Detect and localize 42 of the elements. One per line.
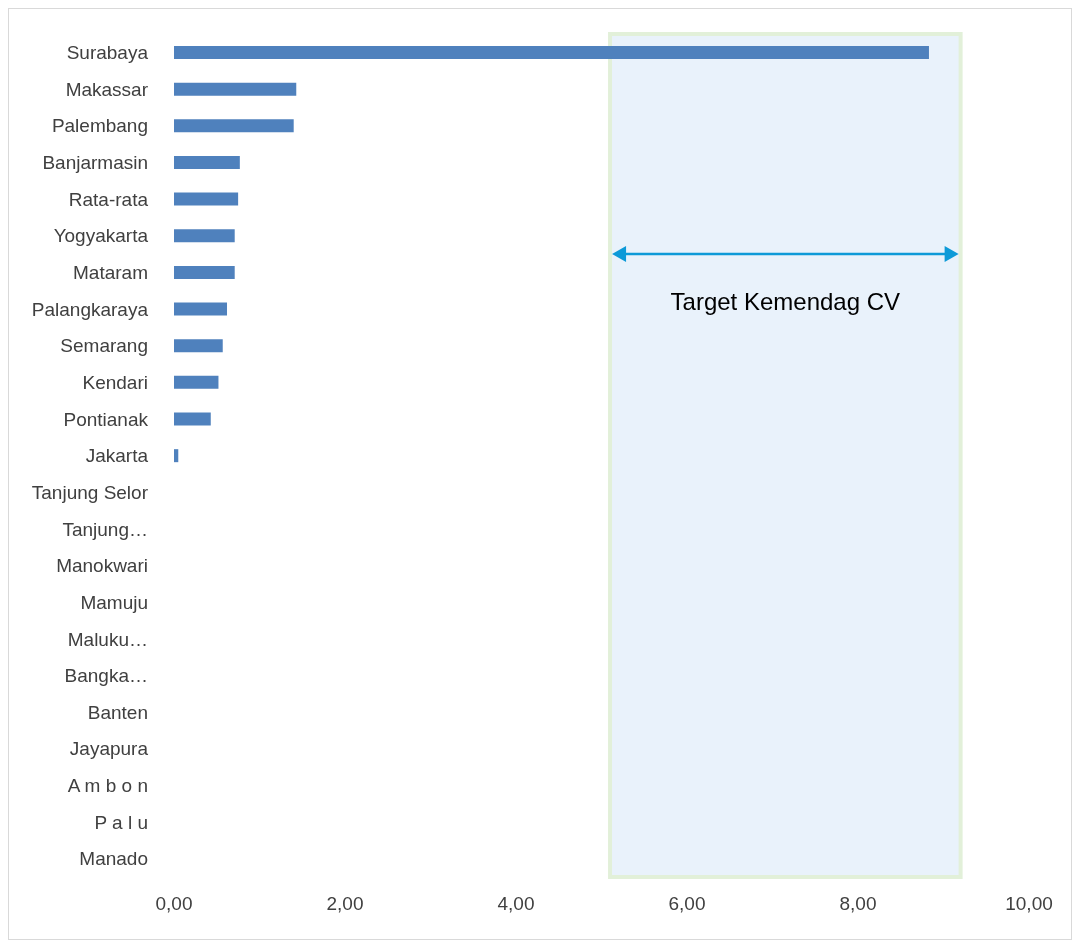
bar <box>174 412 211 426</box>
y-tick-label: Mataram <box>73 261 148 283</box>
y-tick-label: Semarang <box>60 335 148 357</box>
bar <box>174 119 294 133</box>
y-tick-label: Jakarta <box>85 445 149 467</box>
bar <box>174 155 240 169</box>
y-tick-label: Maluku… <box>67 628 148 650</box>
bar <box>174 449 179 463</box>
y-tick-label: Mamuju <box>80 591 148 613</box>
y-tick-label: Bangka… <box>64 665 148 687</box>
y-tick-label: A m b o n <box>67 775 148 797</box>
x-tick-label: 0,00 <box>155 893 193 915</box>
y-tick-label: Makassar <box>65 78 149 100</box>
band-label: Target Kemendag CV <box>670 288 901 315</box>
bar <box>174 82 297 96</box>
bar <box>174 46 929 59</box>
bar <box>174 302 228 316</box>
y-tick-label: Jayapura <box>69 738 149 760</box>
x-tick-label: 4,00 <box>497 893 535 915</box>
x-tick-label: 6,00 <box>668 893 706 915</box>
x-tick-label: 8,00 <box>839 893 877 915</box>
y-tick-label: Rata-rata <box>68 188 149 210</box>
y-tick-label: Banten <box>87 701 148 723</box>
y-tick-label: P a l u <box>94 811 148 833</box>
y-tick-label: Palangkaraya <box>31 298 149 320</box>
y-tick-label: Tanjung… <box>62 518 148 540</box>
x-tick-label: 2,00 <box>326 893 364 915</box>
bar <box>174 375 219 389</box>
x-tick-label: 10,00 <box>1005 893 1053 915</box>
y-tick-label: Banjarmasin <box>42 152 148 174</box>
y-tick-label: Manado <box>79 848 148 870</box>
y-tick-label: Surabaya <box>66 42 149 64</box>
bar <box>174 229 235 243</box>
y-tick-label: Pontianak <box>63 408 149 430</box>
y-tick-label: Palembang <box>51 115 148 137</box>
y-tick-label: Kendari <box>82 371 148 393</box>
y-tick-label: Yogyakarta <box>53 225 149 247</box>
bar <box>174 192 239 206</box>
y-tick-label: Tanjung Selor <box>31 481 149 503</box>
y-tick-label: Manokwari <box>56 555 148 577</box>
bar <box>174 265 235 279</box>
bar <box>174 339 223 353</box>
